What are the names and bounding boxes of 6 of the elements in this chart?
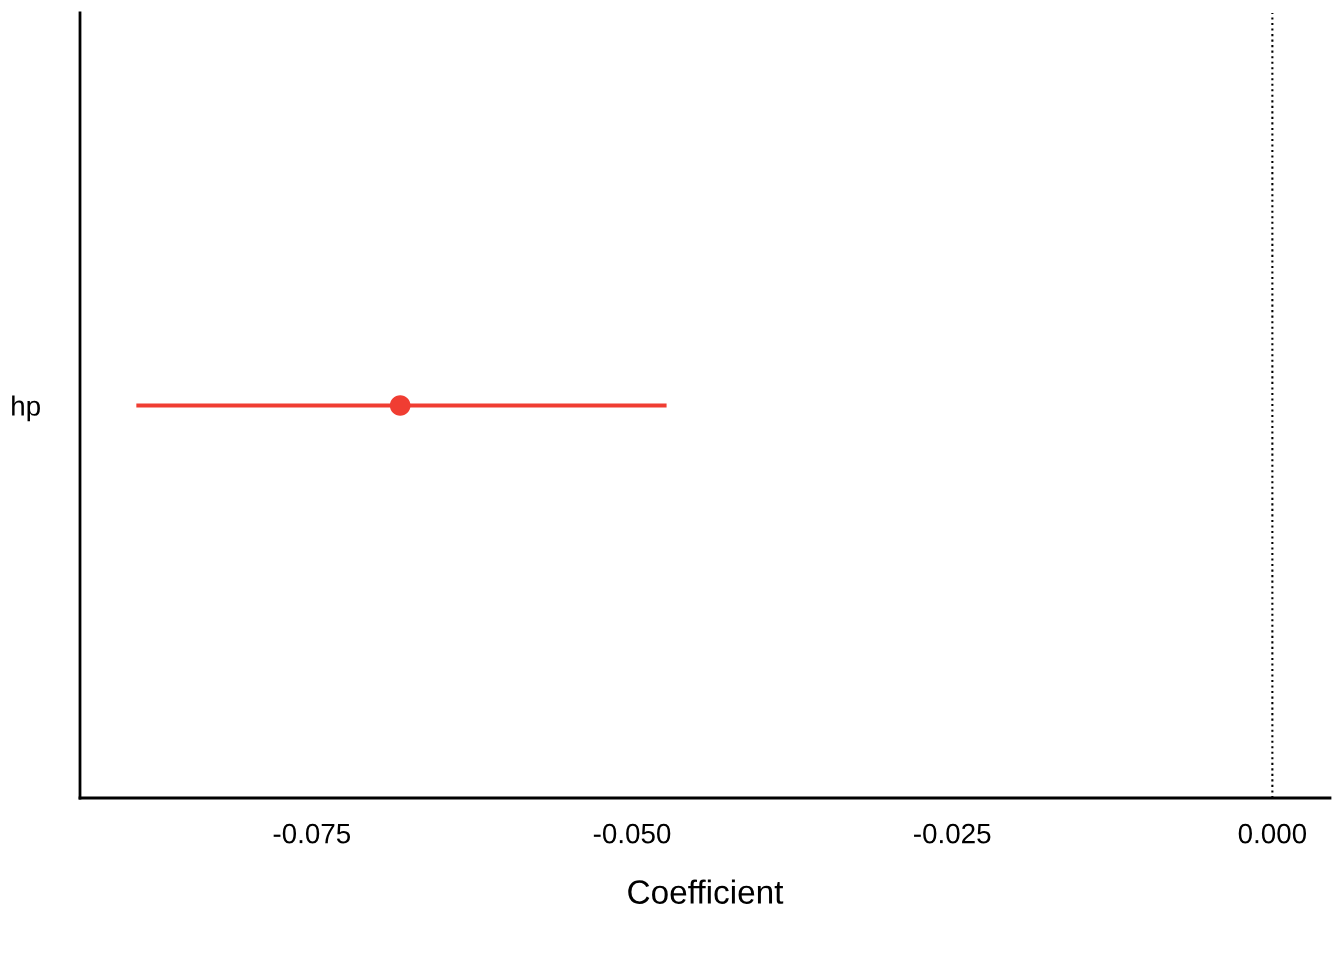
x-tick-label: -0.050 xyxy=(593,823,671,844)
y-tick-label: hp xyxy=(12,395,40,422)
x-tick-label: -0.075 xyxy=(273,823,351,844)
x-tick-label: 0.000 xyxy=(1238,823,1307,844)
x-tick-label: -0.025 xyxy=(914,823,991,844)
x-axis-title: Coefficient xyxy=(628,879,784,904)
